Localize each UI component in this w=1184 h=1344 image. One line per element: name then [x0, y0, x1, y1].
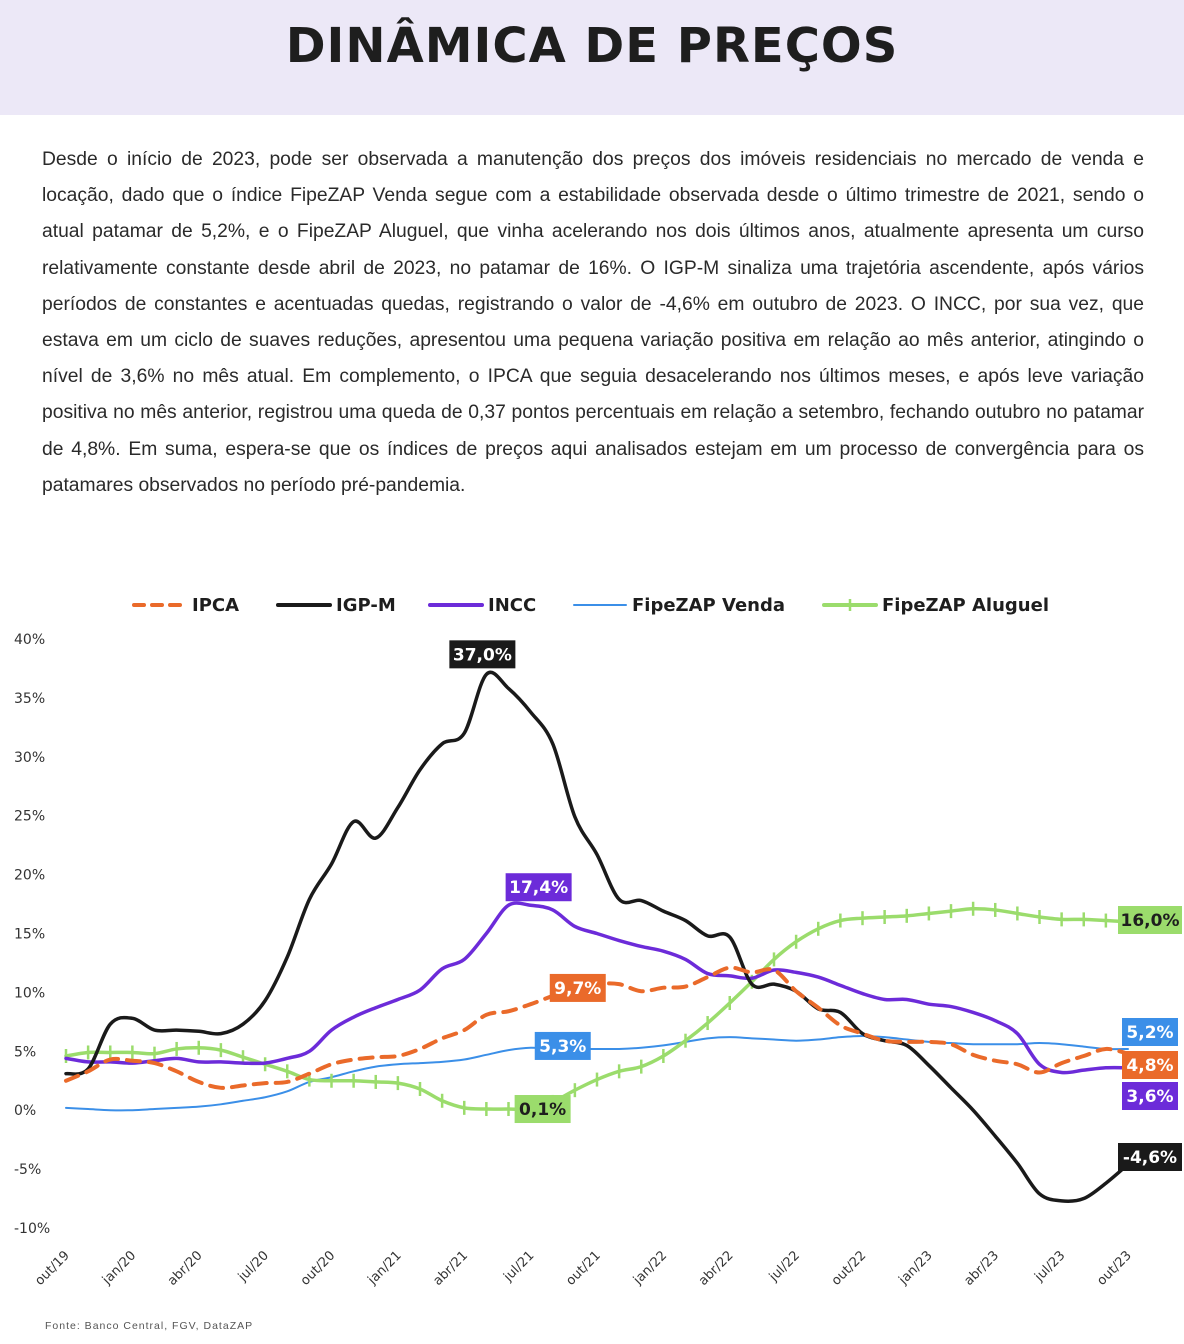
- series-line: [64, 670, 1130, 1204]
- data-label: -4,6%: [1118, 1143, 1182, 1171]
- data-label-text: 4,8%: [1126, 1056, 1173, 1076]
- data-label-box: [534, 1031, 591, 1060]
- data-label: 5,3%: [534, 1031, 591, 1060]
- x-tick-label: jan/22: [630, 1248, 670, 1288]
- data-label-box: [449, 640, 516, 669]
- y-tick-label: 10%: [14, 985, 45, 1001]
- chart-legend: IPCA IGP-M INCC FipeZAP Venda FipeZAP Alugue…: [132, 595, 1049, 616]
- header-banner: DINÂMICA DE PREÇOS: [0, 0, 1184, 115]
- x-tick-label: out/19: [32, 1248, 72, 1288]
- y-tick-label: 25%: [14, 809, 45, 825]
- data-label: 16,0%: [1118, 906, 1182, 934]
- series-line: [65, 1034, 1129, 1112]
- data-label-text: 0,1%: [519, 1100, 566, 1120]
- x-tick-label: jan/20: [99, 1248, 139, 1288]
- price-index-chart: 40% 35% 30% 25% 20% 15% 10% 5% 0% -5% -10% out/19 ja…: [0, 580, 1184, 1320]
- data-label-text: 5,3%: [539, 1037, 586, 1057]
- data-label-box: [505, 873, 572, 902]
- series-line: [64, 901, 1130, 1075]
- source-note: Fonte: Banco Central, FGV, DataZAP: [45, 1320, 254, 1332]
- legend-label: IGP-M: [336, 595, 396, 616]
- y-tick-label: 20%: [14, 868, 45, 884]
- data-label-box: [1122, 1082, 1178, 1110]
- data-label-text: -4,6%: [1123, 1148, 1177, 1168]
- data-label-box: [514, 1095, 571, 1124]
- data-label-box: [1118, 906, 1182, 934]
- data-label: 4,8%: [1122, 1051, 1178, 1079]
- x-tick-label: abr/20: [165, 1248, 206, 1289]
- x-tick-label: jul/21: [500, 1248, 537, 1285]
- data-label: 3,6%: [1122, 1082, 1178, 1110]
- data-label: 37,0%: [449, 640, 516, 669]
- x-tick-label: jan/23: [896, 1248, 936, 1288]
- x-tick-label: abr/22: [696, 1248, 737, 1289]
- x-tick-label: jul/20: [235, 1248, 272, 1285]
- y-tick-label: 35%: [14, 691, 45, 707]
- data-label: 0,1%: [514, 1095, 571, 1124]
- data-label-box: [1122, 1051, 1178, 1079]
- x-tick-label: out/23: [1094, 1248, 1134, 1288]
- data-label: 5,2%: [1122, 1018, 1178, 1046]
- series-group: [64, 901, 1130, 1117]
- y-tick-label: -5%: [14, 1162, 41, 1178]
- data-label-box: [1122, 1018, 1178, 1046]
- data-label-text: 17,4%: [509, 878, 568, 898]
- y-tick-label: 5%: [14, 1044, 36, 1060]
- data-label-text: 16,0%: [1121, 911, 1180, 931]
- x-tick-label: out/21: [563, 1248, 603, 1288]
- data-label-text: 37,0%: [453, 645, 512, 665]
- legend-label: INCC: [488, 595, 536, 616]
- y-tick-label: 40%: [14, 632, 45, 648]
- data-label-box: [1118, 1143, 1182, 1171]
- page-title: DINÂMICA DE PREÇOS: [285, 18, 899, 74]
- x-tick-label: jul/23: [1031, 1248, 1068, 1285]
- x-axis: out/19 jan/20 abr/20 jul/20 out/20 jan/21 abr/…: [32, 1248, 1134, 1289]
- series-group: [65, 1034, 1129, 1112]
- legend-label: FipeZAP Venda: [632, 595, 785, 616]
- data-label-text: 9,7%: [554, 979, 601, 999]
- data-label-box: [549, 973, 606, 1002]
- legend-label: FipeZAP Aluguel: [882, 595, 1049, 616]
- x-tick-label: out/22: [829, 1248, 869, 1288]
- y-tick-label: -10%: [14, 1221, 50, 1237]
- intro-paragraph: Desde o início de 2023, pode ser observa…: [42, 149, 1144, 496]
- data-label-text: 5,2%: [1126, 1023, 1173, 1043]
- y-tick-label: 30%: [14, 750, 45, 766]
- x-tick-label: jan/21: [365, 1248, 405, 1288]
- y-axis: 40% 35% 30% 25% 20% 15% 10% 5% 0% -5% -10%: [14, 632, 50, 1237]
- x-tick-label: out/20: [298, 1248, 338, 1288]
- x-tick-label: jul/22: [766, 1248, 803, 1285]
- legend-label: IPCA: [192, 595, 239, 616]
- x-tick-label: abr/23: [961, 1248, 1002, 1289]
- series-group: [64, 901, 1130, 1075]
- y-tick-label: 15%: [14, 927, 45, 943]
- data-label-text: 3,6%: [1126, 1087, 1173, 1107]
- y-tick-label: 0%: [14, 1103, 36, 1119]
- chart-svg: 40% 35% 30% 25% 20% 15% 10% 5% 0% -5% -10% out/19 ja…: [14, 595, 1182, 1289]
- series-group: [64, 670, 1130, 1204]
- data-label: 17,4%: [505, 873, 572, 902]
- x-tick-label: abr/21: [430, 1248, 471, 1289]
- data-label: 9,7%: [549, 973, 606, 1002]
